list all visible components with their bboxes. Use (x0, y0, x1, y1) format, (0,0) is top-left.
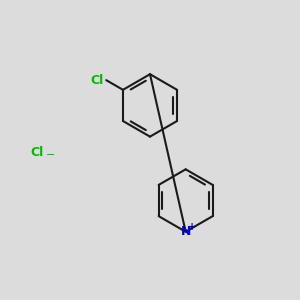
Text: +: + (188, 222, 196, 232)
Text: Cl: Cl (91, 74, 104, 87)
Text: N: N (181, 225, 191, 238)
Text: −: − (46, 150, 55, 160)
Text: Cl: Cl (30, 146, 44, 160)
